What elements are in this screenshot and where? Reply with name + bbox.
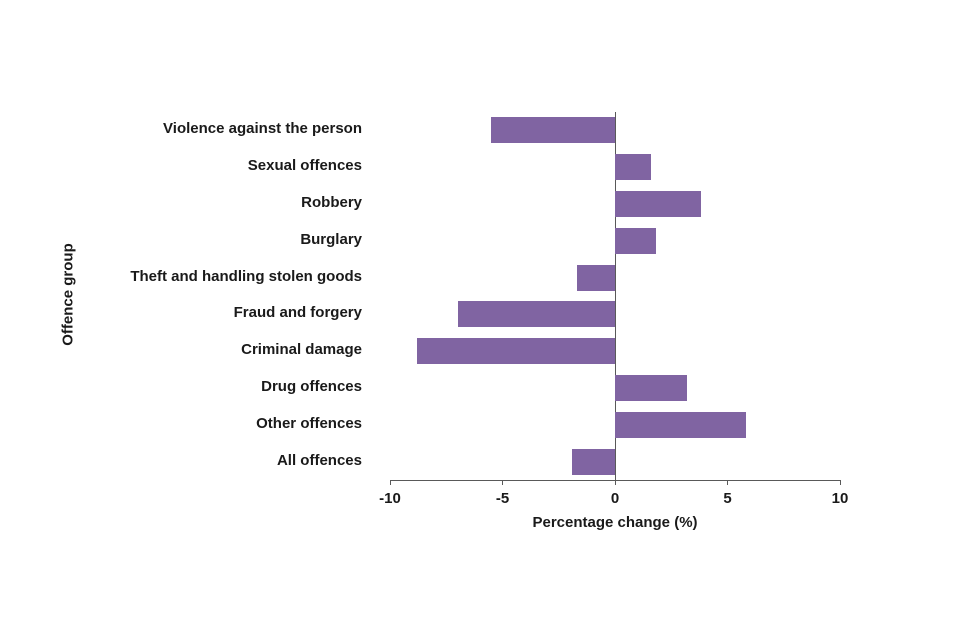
- category-label: Fraud and forgery: [233, 304, 362, 322]
- category-label: Robbery: [301, 194, 362, 211]
- zero-axis-line: [614, 112, 616, 480]
- bar-5: [457, 301, 615, 328]
- x-tick-label: -10: [379, 490, 401, 507]
- bar-2: [615, 191, 701, 217]
- x-tick-mark: [389, 480, 391, 485]
- x-tick-mark: [614, 480, 616, 485]
- x-tick-mark: [839, 480, 841, 485]
- category-axis: Violence against the person Sexual offenc…: [0, 112, 376, 480]
- x-tick-mark: [502, 480, 503, 485]
- category-label: Sexual offences: [247, 157, 362, 175]
- x-tick-label: 5: [723, 490, 732, 507]
- x-tick-mark: [727, 480, 728, 485]
- category-label: Criminal damage: [241, 341, 362, 359]
- bar-9: [572, 448, 615, 475]
- category-label: Drug offences: [261, 378, 362, 395]
- x-tick-label: 0: [610, 490, 620, 507]
- category-label: Burglary: [300, 230, 362, 248]
- category-label: Theft and handling stolen goods: [130, 267, 362, 285]
- bar-4: [576, 264, 615, 291]
- category-label: All offences: [276, 451, 362, 469]
- bar-3: [615, 227, 656, 254]
- x-tick-label: 10: [831, 490, 849, 507]
- category-label: Violence against the person: [163, 120, 362, 138]
- x-tick-label: -5: [495, 490, 510, 507]
- bar-6: [417, 338, 615, 365]
- x-axis-title: Percentage change (%): [532, 514, 698, 531]
- bar-8: [615, 411, 746, 438]
- bar-1: [615, 154, 651, 181]
- plot-area: -10 -5 0 5 10: [379, 112, 848, 507]
- bar-0: [491, 117, 615, 144]
- category-label: Other offences: [256, 414, 362, 432]
- bar-7: [615, 375, 687, 401]
